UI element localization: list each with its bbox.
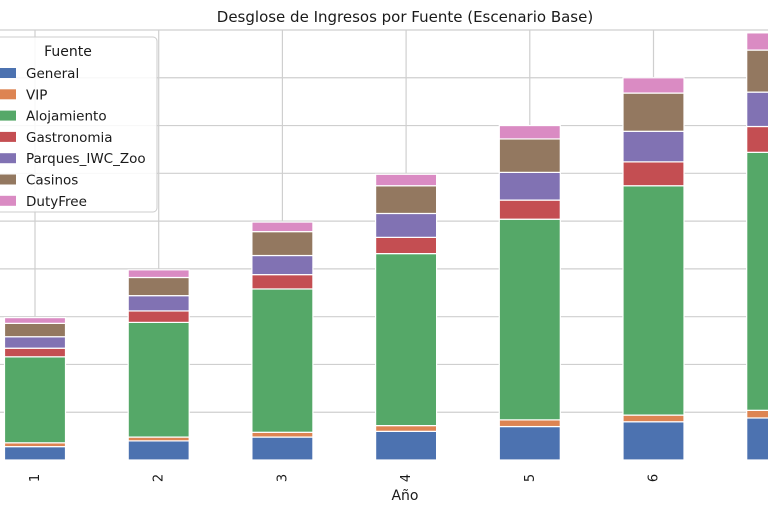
bar-segment-alojamiento-3 <box>251 288 314 433</box>
bar-segment-parques-iwc-zoo-6 <box>622 130 685 163</box>
bar-segment-alojamiento-4 <box>375 253 438 427</box>
bar-segment-general-4 <box>375 430 438 461</box>
legend-label: Alojamiento <box>26 109 107 125</box>
bar-segment-dutyfree-6 <box>622 77 685 94</box>
bar-segment-vip-7 <box>746 409 768 419</box>
legend-swatch <box>0 131 16 142</box>
legend-label: Casinos <box>26 173 78 189</box>
bar-segment-dutyfree-2 <box>127 269 190 279</box>
legend-label: VIP <box>26 87 47 103</box>
legend-label: Parques_IWC_Zoo <box>26 151 146 167</box>
bar-segment-alojamiento-7 <box>746 151 768 411</box>
bar-segment-casinos-4 <box>375 185 438 215</box>
bar-segment-dutyfree-7 <box>746 32 768 51</box>
bar-segment-casinos-7 <box>746 49 768 93</box>
legend-swatch <box>0 110 16 121</box>
bar-segment-general-6 <box>622 421 685 461</box>
legend-label: General <box>26 66 79 82</box>
bar-segment-casinos-1 <box>3 322 67 338</box>
bar-segment-gastronomia-6 <box>622 161 685 187</box>
bar-segment-dutyfree-1 <box>3 317 67 324</box>
legend-swatch <box>0 68 16 78</box>
bar-segment-general-1 <box>3 446 67 461</box>
x-tick-label: 4 <box>399 474 414 482</box>
legend: Fuente General VIP Alojamiento Gastronomia Pa… <box>0 36 158 213</box>
bar-segment-casinos-6 <box>622 92 685 132</box>
bar-segment-parques-iwc-zoo-2 <box>127 295 190 312</box>
bar-segment-gastronomia-2 <box>127 310 190 323</box>
chart-title: Desglose de Ingresos por Fuente (Escenar… <box>217 8 593 26</box>
bar-segment-gastronomia-3 <box>251 274 314 290</box>
legend-swatch <box>0 89 16 100</box>
legend-label: Gastronomia <box>26 130 113 146</box>
bar-segment-casinos-2 <box>127 276 190 297</box>
bar-segment-vip-6 <box>622 414 685 423</box>
legend-frame <box>0 36 158 213</box>
bar-segment-vip-3 <box>251 431 314 438</box>
bar-segment-gastronomia-7 <box>746 125 768 153</box>
x-tick-label: 6 <box>647 474 662 482</box>
bar-segment-parques-iwc-zoo-3 <box>251 254 314 276</box>
bar-segment-parques-iwc-zoo-7 <box>746 91 768 128</box>
x-tick-label: 1 <box>28 474 43 482</box>
bar-segment-general-5 <box>498 425 561 461</box>
bar-segment-general-2 <box>127 440 190 461</box>
bar-segment-alojamiento-2 <box>127 321 190 438</box>
x-axis-label: Año <box>391 488 418 504</box>
legend-swatch <box>0 174 16 185</box>
bar-segment-dutyfree-3 <box>251 221 314 233</box>
bar-segment-alojamiento-1 <box>3 356 67 444</box>
bar-segment-parques-iwc-zoo-1 <box>3 336 67 349</box>
bar-segment-alojamiento-5 <box>498 218 561 421</box>
bar-segment-vip-5 <box>498 419 561 428</box>
bar-segment-dutyfree-4 <box>375 173 438 187</box>
bar-segment-general-3 <box>251 436 314 461</box>
bar-segment-gastronomia-4 <box>375 236 438 255</box>
bar-segment-gastronomia-5 <box>498 199 561 220</box>
x-tick-label: 3 <box>275 474 290 482</box>
bars <box>3 32 768 461</box>
x-tick-labels: 1234567 <box>28 474 662 482</box>
legend-title: Fuente <box>44 44 92 60</box>
bar-segment-casinos-3 <box>251 231 314 257</box>
legend-label: DutyFree <box>26 194 87 210</box>
bar-segment-general-7 <box>746 417 768 461</box>
bar-segment-alojamiento-6 <box>622 185 685 416</box>
bar-segment-parques-iwc-zoo-5 <box>498 171 561 201</box>
x-tick-label: 5 <box>523 474 538 482</box>
legend-swatch <box>0 195 16 206</box>
legend-swatch <box>0 153 16 164</box>
bar-segment-casinos-5 <box>498 138 561 173</box>
bar-segment-vip-4 <box>375 425 438 432</box>
bar-segment-parques-iwc-zoo-4 <box>375 212 438 238</box>
bar-segment-dutyfree-5 <box>498 124 561 140</box>
x-tick-label: 2 <box>152 474 167 482</box>
bar-segment-gastronomia-1 <box>3 347 67 358</box>
